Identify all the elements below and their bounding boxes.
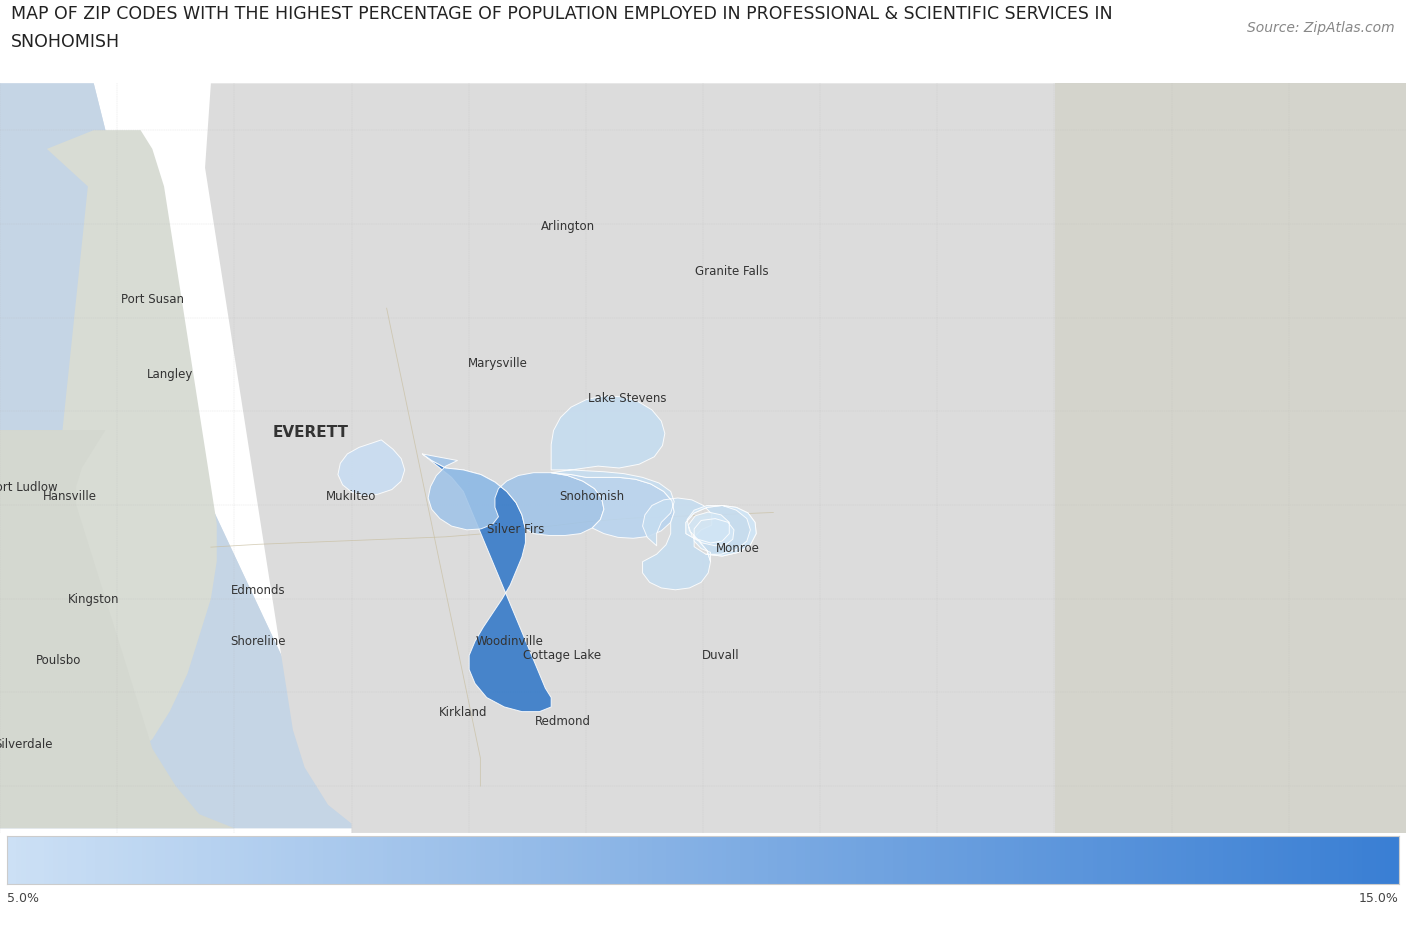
PathPatch shape: [0, 84, 375, 833]
Text: Poulsbo: Poulsbo: [37, 653, 82, 666]
Text: Kingston: Kingston: [67, 592, 120, 606]
Text: Snohomish: Snohomish: [560, 490, 624, 503]
Text: Woodinville: Woodinville: [475, 635, 544, 648]
Text: Granite Falls: Granite Falls: [696, 265, 769, 278]
Text: Arlington: Arlington: [541, 220, 595, 233]
Text: EVERETT: EVERETT: [273, 425, 349, 440]
Text: 15.0%: 15.0%: [1360, 891, 1399, 904]
Text: Port Susan: Port Susan: [121, 293, 184, 306]
Text: Redmond: Redmond: [534, 714, 591, 727]
Text: Source: ZipAtlas.com: Source: ZipAtlas.com: [1247, 21, 1395, 35]
Text: Monroe: Monroe: [716, 541, 761, 554]
PathPatch shape: [41, 131, 217, 768]
Text: Cottage Lake: Cottage Lake: [523, 649, 602, 662]
Text: Mukilteo: Mukilteo: [326, 490, 377, 503]
Text: Marysville: Marysville: [468, 357, 527, 370]
Text: Port Ludlow: Port Ludlow: [0, 480, 58, 493]
Text: SNOHOMISH: SNOHOMISH: [11, 33, 121, 51]
PathPatch shape: [1054, 84, 1406, 833]
Text: Hansville: Hansville: [44, 490, 97, 503]
PathPatch shape: [205, 84, 1406, 833]
Text: Langley: Langley: [146, 368, 193, 381]
PathPatch shape: [0, 84, 375, 833]
Text: Silver Firs: Silver Firs: [486, 522, 544, 535]
Text: Duvall: Duvall: [702, 649, 740, 662]
PathPatch shape: [0, 431, 235, 833]
Text: Kirkland: Kirkland: [439, 705, 486, 718]
Text: 5.0%: 5.0%: [7, 891, 39, 904]
Text: Shoreline: Shoreline: [231, 635, 285, 648]
Text: Silverdale: Silverdale: [0, 738, 52, 751]
Text: MAP OF ZIP CODES WITH THE HIGHEST PERCENTAGE OF POPULATION EMPLOYED IN PROFESSIO: MAP OF ZIP CODES WITH THE HIGHEST PERCEN…: [11, 5, 1114, 22]
Text: Edmonds: Edmonds: [231, 583, 285, 596]
Text: Lake Stevens: Lake Stevens: [588, 391, 666, 404]
